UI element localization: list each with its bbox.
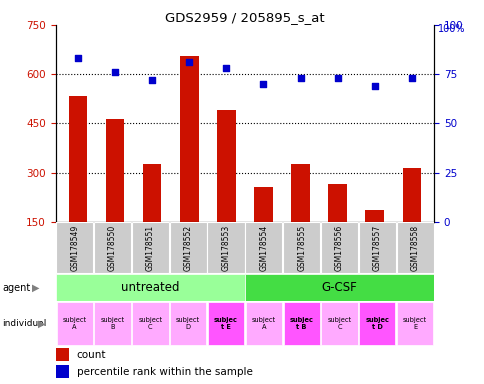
Bar [180,56,198,271]
Bar [254,187,272,271]
Bar [283,302,319,345]
Bar [396,222,433,273]
Text: untreated: untreated [121,281,179,294]
Text: G-CSF: G-CSF [321,281,357,294]
Bar [143,164,161,271]
Bar [57,302,92,345]
Text: subjec
t E: subjec t E [213,317,238,330]
Bar [358,222,395,273]
Text: individual: individual [2,319,46,328]
Text: subjec
t D: subjec t D [364,317,389,330]
Bar [402,168,420,271]
Bar [283,222,319,273]
Bar [132,222,168,273]
Text: agent: agent [2,283,30,293]
Bar [169,222,206,273]
Bar [217,110,235,271]
Text: GSM178556: GSM178556 [334,225,343,271]
Text: subject
B: subject B [100,317,124,330]
Bar [56,222,93,273]
Text: GSM178549: GSM178549 [70,225,79,271]
Text: count: count [76,349,106,359]
Text: subjec
t B: subjec t B [289,317,313,330]
Bar [69,96,87,271]
Text: 100%: 100% [438,23,465,33]
Bar [106,119,124,271]
Bar [245,302,281,345]
Bar [208,302,243,345]
Point [370,83,378,89]
Point [111,69,119,75]
Text: subject
A: subject A [251,317,275,330]
Bar [56,274,244,301]
Bar [359,302,394,345]
Text: GSM178557: GSM178557 [372,225,381,271]
Text: GSM178558: GSM178558 [410,225,419,271]
Bar [244,274,433,301]
Text: percentile rank within the sample: percentile rank within the sample [76,367,252,377]
Text: subject
C: subject C [138,317,162,330]
Text: GSM178554: GSM178554 [259,225,268,271]
Bar [170,302,206,345]
Text: subject
A: subject A [62,317,87,330]
Bar [320,222,357,273]
Text: GSM178555: GSM178555 [297,225,305,271]
Text: GSM178553: GSM178553 [221,225,230,271]
Point [407,75,415,81]
Title: GDS2959 / 205895_s_at: GDS2959 / 205895_s_at [165,11,324,24]
Point [259,81,267,87]
Point [185,59,193,65]
Bar [365,210,383,271]
Point [148,77,156,83]
Text: ▶: ▶ [38,318,45,329]
Point [333,75,341,81]
Bar [132,302,168,345]
Text: subject
D: subject D [176,317,200,330]
Bar [94,222,131,273]
Bar [245,222,282,273]
Bar [328,184,346,271]
Text: GSM178552: GSM178552 [183,225,192,271]
Text: subject
C: subject C [327,317,351,330]
Text: ▶: ▶ [31,283,39,293]
Point [74,55,82,61]
Text: GSM178550: GSM178550 [108,225,117,271]
Text: subject
E: subject E [402,317,426,330]
Bar [56,365,69,379]
Bar [321,302,357,345]
Point [296,75,304,81]
Point [222,65,230,71]
Text: GSM178551: GSM178551 [146,225,154,271]
Bar [291,164,309,271]
Bar [207,222,244,273]
Bar [56,348,69,361]
Bar [94,302,130,345]
Bar [396,302,432,345]
